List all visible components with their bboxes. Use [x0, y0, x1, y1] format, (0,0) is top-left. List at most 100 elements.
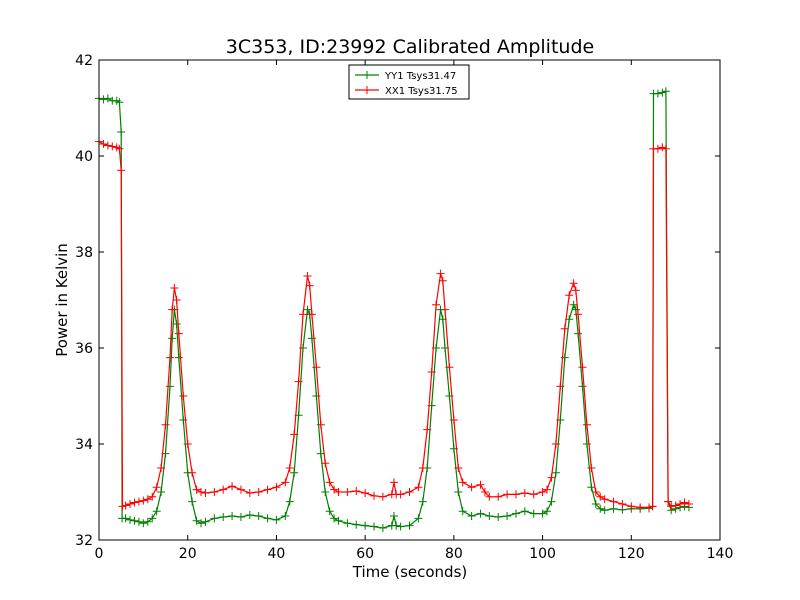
data-point: [480, 488, 489, 496]
data-point: [389, 512, 398, 520]
data-point: [103, 94, 112, 103]
legend: YY1 Tsys31.47 XX1 Tsys31.75: [348, 64, 470, 100]
data-point: [543, 485, 552, 494]
data-point: [157, 488, 166, 496]
data-point: [321, 459, 330, 468]
data-point: [117, 128, 126, 136]
data-point: [684, 500, 693, 508]
data-point: [436, 269, 445, 278]
data-point: [316, 449, 325, 458]
data-point: [168, 305, 177, 314]
data-point: [458, 478, 467, 487]
data-point: [565, 291, 574, 300]
data-point: [664, 497, 673, 506]
data-point: [121, 514, 130, 523]
data-point: [653, 89, 662, 98]
data-point: [108, 142, 117, 151]
data-point: [139, 519, 148, 528]
data-point: [192, 516, 201, 525]
data-point: [316, 420, 325, 429]
data-point: [551, 440, 560, 448]
data-point: [228, 512, 237, 520]
data-point: [165, 353, 174, 362]
data-point: [560, 324, 569, 333]
data-point: [396, 490, 405, 499]
x-tick-label: 40: [268, 546, 286, 562]
data-point: [503, 490, 512, 499]
data-point: [396, 522, 405, 531]
data-point: [272, 483, 281, 492]
data-point: [99, 95, 108, 104]
data-point: [201, 488, 210, 497]
data-point: [440, 305, 449, 314]
data-point: [596, 492, 605, 501]
data-point: [427, 368, 436, 376]
data-point: [263, 514, 272, 523]
plot-series: [95, 87, 693, 532]
data-point: [152, 507, 161, 516]
data-point: [547, 497, 556, 506]
data-point: [134, 517, 143, 526]
data-point: [152, 483, 161, 492]
data-point: [454, 464, 463, 472]
data-point: [290, 468, 299, 477]
data-point: [609, 504, 618, 513]
data-point: [170, 284, 179, 292]
data-point: [172, 296, 181, 304]
data-point: [134, 497, 143, 506]
x-tick-label: 80: [445, 546, 463, 562]
data-point: [303, 272, 312, 280]
chart-title: 3C353, ID:23992 Calibrated Amplitude: [226, 36, 594, 58]
data-point: [405, 488, 414, 496]
data-point: [538, 488, 547, 496]
data-point: [281, 478, 290, 487]
data-point: [179, 392, 188, 400]
data-point: [285, 464, 294, 472]
data-point: [405, 521, 414, 530]
data-point: [658, 88, 667, 97]
data-point: [574, 310, 583, 319]
y-tick-label: 42: [75, 53, 93, 69]
data-point: [254, 488, 263, 496]
data-point: [281, 512, 290, 520]
data-point: [529, 490, 538, 499]
data-point: [574, 329, 583, 338]
data-point: [538, 509, 547, 518]
data-point: [148, 492, 157, 501]
series-line: [98, 141, 690, 508]
data-point: [139, 496, 148, 505]
data-point: [458, 507, 467, 516]
x-tick-label: 0: [95, 546, 104, 562]
series-1: [95, 87, 693, 532]
y-tick-label: 34: [75, 437, 93, 453]
data-point: [352, 487, 361, 496]
data-point: [143, 517, 152, 526]
data-point: [582, 440, 591, 448]
data-point: [99, 140, 108, 148]
data-point: [467, 483, 476, 492]
data-point: [299, 310, 308, 319]
data-point: [571, 286, 580, 295]
data-point: [192, 485, 201, 494]
data-point: [115, 144, 124, 153]
data-point: [661, 144, 670, 153]
legend-box: [348, 64, 470, 100]
data-point: [578, 363, 587, 372]
data-point: [294, 377, 303, 386]
data-point: [254, 512, 263, 520]
data-point: [476, 480, 485, 489]
data-point: [370, 522, 379, 531]
legend-marker: [363, 86, 371, 94]
data-point: [172, 320, 181, 328]
data-point: [168, 334, 177, 343]
data-point: [543, 507, 552, 516]
data-point: [210, 514, 219, 523]
data-point: [494, 492, 503, 501]
data-point: [476, 509, 485, 518]
data-point: [389, 478, 398, 487]
data-point: [325, 478, 334, 487]
x-axis: 0 20 40 60 80 100 120 140: [95, 60, 733, 562]
data-point: [494, 512, 503, 521]
data-point: [330, 514, 339, 523]
data-point: [285, 497, 294, 506]
